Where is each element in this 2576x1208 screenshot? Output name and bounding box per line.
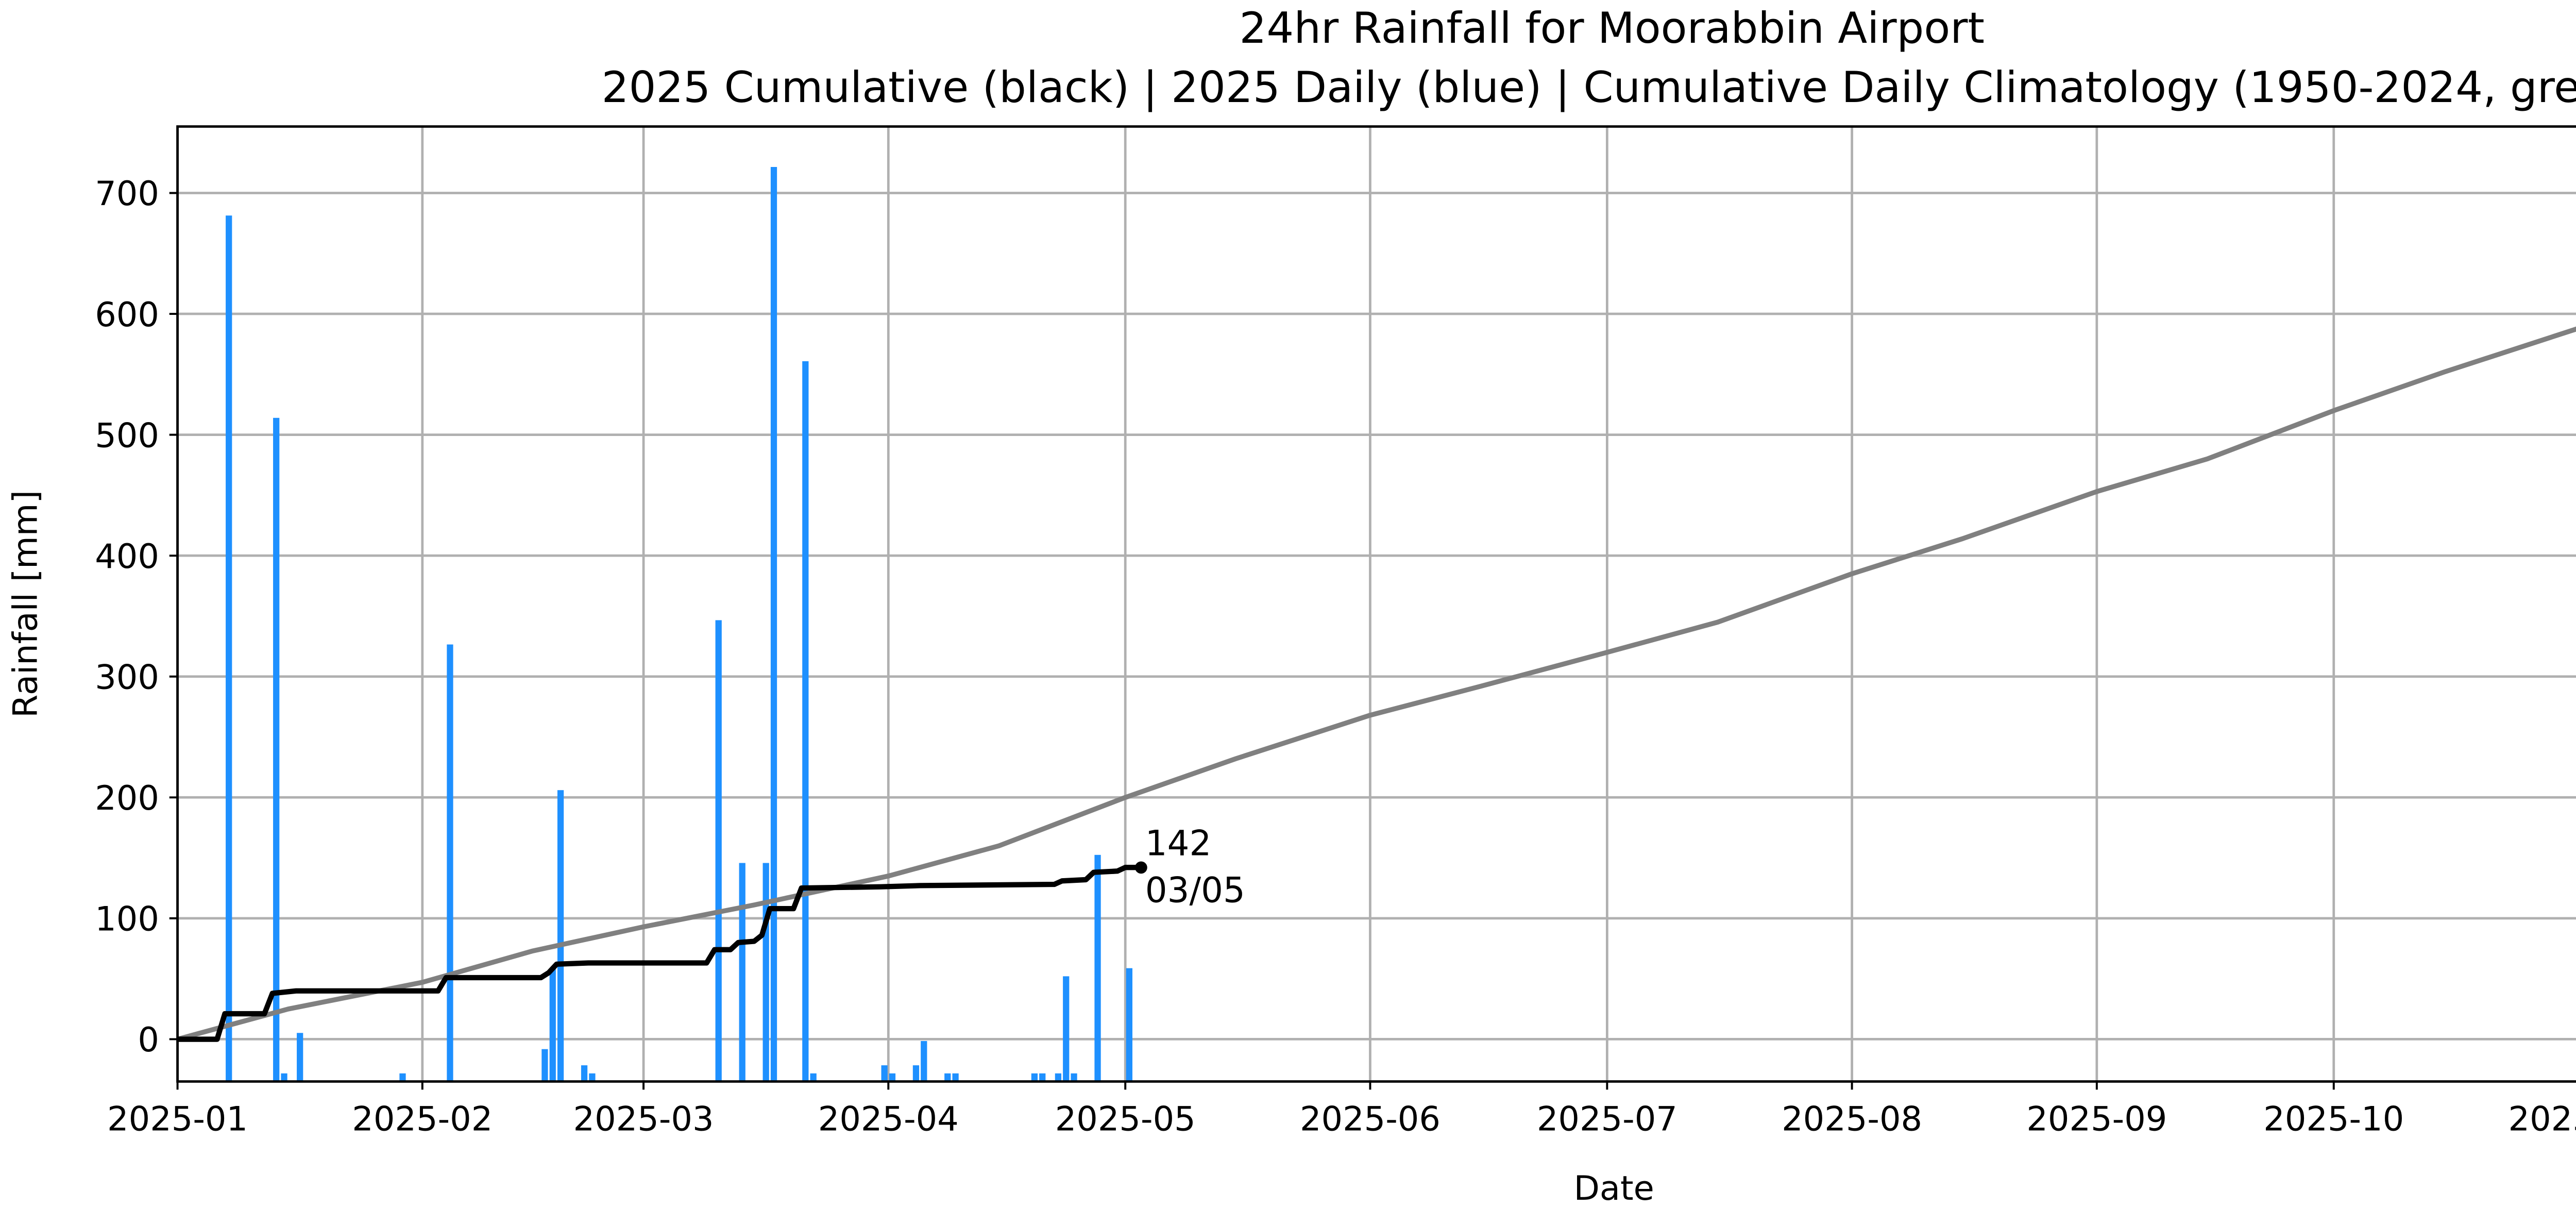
daily-rainfall-bar: [889, 1073, 896, 1082]
daily-rainfall-bar: [549, 968, 556, 1082]
cumulative-2025-line: [177, 865, 1141, 1042]
grid-lines: [176, 126, 2576, 1082]
y-axis-label-left: Rainfall [mm]: [6, 490, 45, 718]
daily-rainfall-bar: [1126, 968, 1133, 1082]
daily-rainfall-bar: [1055, 1073, 1062, 1082]
annotation-date: 03/05: [1145, 870, 1245, 911]
daily-rainfall-bar: [1063, 976, 1070, 1082]
axes: 2025-01 2025-02 2025-03 2025-04 2025-05 2025-…: [95, 125, 2576, 1139]
y-tick-label-left: 600: [95, 295, 159, 334]
daily-rainfall-bar: [581, 1065, 588, 1082]
y-tick-label-left: 400: [95, 537, 159, 576]
daily-rainfall-bar: [881, 1065, 888, 1082]
annotation-value: 142: [1145, 824, 1211, 864]
daily-rainfall-bar: [1039, 1073, 1046, 1082]
x-tick-label: 2025-11: [2509, 1100, 2576, 1139]
y-tick-label-left: 200: [95, 779, 159, 818]
y-tick-label-left: 500: [95, 416, 159, 455]
x-tick-label: 2025-03: [573, 1100, 714, 1139]
plot-frame: [176, 125, 2576, 1083]
daily-rainfall-bar: [944, 1073, 951, 1082]
chart-title: 24hr Rainfall for Moorabbin Airport: [1240, 3, 1985, 53]
daily-rainfall-bar: [226, 215, 232, 1082]
daily-rainfall-bar: [297, 1033, 303, 1082]
daily-rainfall-bar: [762, 863, 769, 1082]
latest-value-marker: [1134, 861, 1147, 874]
daily-rainfall-bar: [921, 1041, 927, 1082]
daily-rainfall-bar: [1094, 854, 1101, 1082]
climatology-line: [177, 326, 2576, 1042]
daily-rainfall-bar: [810, 1073, 817, 1082]
daily-rainfall-bar: [447, 644, 453, 1082]
daily-rainfall-bar: [715, 620, 722, 1082]
x-tick-label: 2025-09: [2026, 1100, 2167, 1139]
x-tick-label: 2025-08: [1782, 1100, 1922, 1139]
daily-rainfall-bar: [912, 1065, 920, 1082]
daily-rainfall-bar: [1031, 1073, 1038, 1082]
x-tick-label: 2025-07: [1537, 1100, 1677, 1139]
daily-rainfall-bar: [399, 1073, 406, 1082]
daily-rainfall-bar: [273, 417, 280, 1082]
x-tick-label: 2025-01: [107, 1100, 248, 1139]
x-tick-label: 2025-04: [818, 1100, 959, 1139]
y-tick-label-left: 300: [95, 658, 159, 697]
daily-rainfall-bar: [589, 1073, 596, 1082]
y-tick-label-left: 100: [95, 900, 159, 939]
daily-rainfall-bar: [952, 1073, 959, 1082]
x-tick-label: 2025-06: [1300, 1100, 1440, 1139]
x-tick-label: 2025-02: [352, 1100, 493, 1139]
daily-rainfall-bar: [739, 863, 745, 1082]
y-tick-label-left: 0: [138, 1020, 159, 1060]
daily-rainfall-bar: [557, 790, 564, 1082]
y-tick-label-left: 700: [95, 174, 159, 213]
daily-rainfall-bar: [1071, 1073, 1077, 1082]
x-tick-label: 2025-10: [2263, 1100, 2404, 1139]
daily-rainfall-bar: [281, 1073, 287, 1082]
x-axis-label: Date: [1574, 1169, 1654, 1208]
cumulative-lines: [177, 326, 2576, 1042]
x-tick-label: 2025-05: [1055, 1100, 1196, 1139]
daily-rainfall-bar: [541, 1049, 548, 1082]
daily-rainfall-bar: [770, 167, 777, 1082]
daily-rainfall-bar: [802, 361, 809, 1082]
chart-subtitle: 2025 Cumulative (black) | 2025 Daily (bl…: [602, 62, 2576, 112]
daily-bars: [226, 167, 1133, 1082]
